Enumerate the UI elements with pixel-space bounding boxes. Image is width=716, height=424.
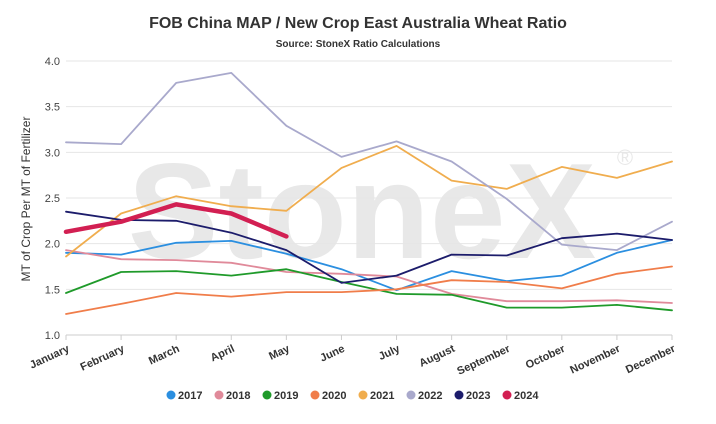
legend-label: 2018 (226, 390, 250, 402)
legend-label: 2017 (178, 390, 202, 402)
legend-marker (454, 390, 464, 400)
gridlines (66, 60, 672, 336)
x-tick-label: January (28, 342, 72, 371)
y-tick-label: 1.0 (45, 330, 60, 342)
y-tick-label: 3.5 (45, 102, 60, 114)
legend-marker (166, 390, 176, 400)
legend-item-2023[interactable]: 2023 (454, 390, 491, 402)
legend-label: 2019 (274, 390, 298, 402)
legend-item-2019[interactable]: 2019 (262, 390, 299, 402)
y-tick-label: 1.5 (45, 284, 60, 296)
legend-marker (214, 390, 224, 400)
x-axis: January February March April May June July Augu… (28, 335, 678, 378)
legend-item-2020[interactable]: 2020 (310, 390, 347, 402)
legend-item-2017[interactable]: 2017 (166, 390, 203, 402)
legend-label: 2021 (370, 390, 394, 402)
legend-item-2022[interactable]: 2022 (406, 390, 443, 402)
legend-marker (358, 390, 368, 400)
y-axis-label: MT of Crop Per MT of Fertilizer (19, 117, 33, 282)
legend-item-2021[interactable]: 2021 (358, 390, 395, 402)
x-tick-label: September (455, 343, 512, 378)
x-tick-label: December (624, 343, 678, 377)
x-tick-label: November (568, 343, 622, 377)
series-line-2018 (65, 249, 673, 304)
x-tick-label: July (377, 342, 403, 363)
watermark-text: StoneX (128, 135, 597, 287)
watermark-registered-mark: ® (617, 145, 633, 170)
chart-title: FOB China MAP / New Crop East Australia … (149, 15, 567, 32)
legend-label: 2022 (418, 390, 442, 402)
legend-marker (310, 390, 320, 400)
series-line-2020 (65, 265, 673, 315)
x-tick-label: March (147, 343, 182, 368)
series-line-2023 (65, 210, 673, 284)
x-tick-label: August (417, 343, 457, 370)
y-tick-label: 2.5 (45, 193, 60, 205)
x-tick-label: February (79, 342, 128, 373)
x-tick-label: May (267, 342, 292, 362)
legend-item-2024[interactable]: 2024 (502, 390, 540, 402)
x-tick-label: June (318, 343, 346, 365)
x-tick-label: October (524, 343, 568, 372)
legend-marker (502, 390, 512, 400)
legend-label: 2023 (466, 390, 490, 402)
series-line-2024 (63, 202, 289, 239)
series-lines (63, 72, 673, 315)
legend-label: 2020 (322, 390, 346, 402)
legend-label: 2024 (514, 390, 539, 402)
chart-subtitle: Source: StoneX Ratio Calculations (276, 39, 441, 50)
y-tick-label: 2.0 (45, 239, 60, 251)
series-line-2019 (65, 268, 673, 312)
y-tick-label: 4.0 (45, 56, 60, 68)
legend-marker (262, 390, 272, 400)
series-line-2022 (65, 72, 673, 251)
y-tick-label: 3.0 (45, 147, 60, 159)
series-line-2021 (65, 145, 673, 258)
legend: 2017 2018 2019 2020 2021 2022 2023 2024 (166, 390, 540, 402)
y-axis: 1.0 1.5 2.0 2.5 3.0 3.5 4.0 (45, 56, 60, 342)
legend-marker (406, 390, 416, 400)
x-tick-label: April (209, 343, 237, 364)
legend-item-2018[interactable]: 2018 (214, 390, 251, 402)
